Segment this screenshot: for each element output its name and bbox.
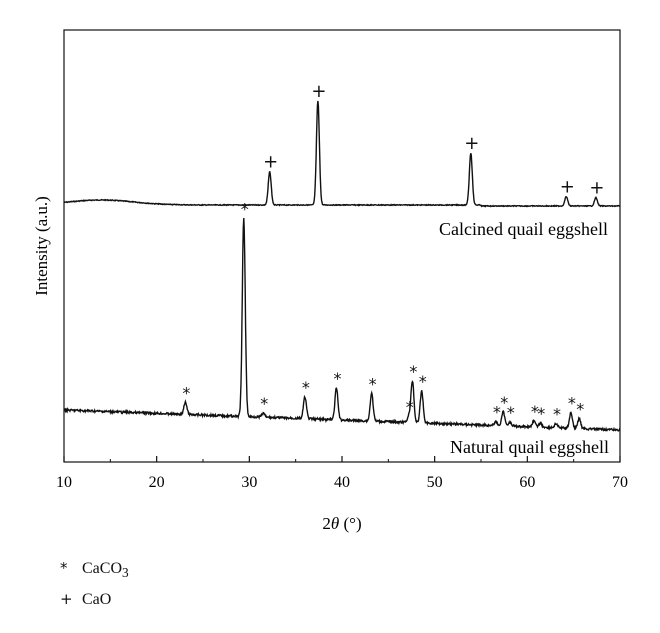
cao-peak-marker: + xyxy=(311,81,326,102)
caco3-peak-marker: * xyxy=(531,402,539,421)
caco3-peak-marker: * xyxy=(241,199,249,218)
series-label-calcined: Calcined quail eggshell xyxy=(439,219,608,239)
x-tick-label: 30 xyxy=(241,474,257,491)
caco3-peak-marker: * xyxy=(260,394,268,413)
caco3-peak-marker: * xyxy=(537,404,545,423)
legend-subscript-caco3: 3 xyxy=(122,565,129,581)
series-label-natural: Natural quail eggshell xyxy=(450,437,609,457)
caco3-peak-marker: * xyxy=(419,372,427,391)
x-tick-label: 70 xyxy=(612,474,628,491)
series-line-natural xyxy=(63,217,621,432)
plus-marker-icon: + xyxy=(60,590,73,609)
caco3-peak-marker: * xyxy=(500,393,508,412)
caco3-peak-marker: * xyxy=(333,369,341,388)
x-tick-label: 50 xyxy=(427,474,443,491)
caco3-peak-marker: * xyxy=(409,362,417,381)
caco3-peak-marker: * xyxy=(568,393,576,412)
series-line-calcined xyxy=(64,100,621,208)
x-tick-label: 40 xyxy=(334,474,350,491)
legend-label-cao: CaO xyxy=(82,591,112,609)
caco3-peak-marker: * xyxy=(182,383,190,402)
plot-frame xyxy=(63,29,621,463)
cao-peak-marker: + xyxy=(560,177,575,198)
asterisk-marker-icon: * xyxy=(60,559,68,577)
caco3-peak-marker: * xyxy=(493,403,501,422)
x-tick-label: 10 xyxy=(56,474,72,491)
x-tick-label: 20 xyxy=(149,474,165,491)
caco3-peak-marker: * xyxy=(507,403,515,422)
legend: * CaCO3 + CaO xyxy=(60,555,129,613)
caco3-peak-marker: * xyxy=(302,378,310,397)
legend-label-caco3: CaCO xyxy=(82,560,122,577)
caco3-peak-marker: * xyxy=(406,397,414,416)
cao-peak-marker: + xyxy=(464,133,479,154)
x-axis-label: 2θ (°) xyxy=(322,514,361,533)
legend-item-caco3: * CaCO3 xyxy=(60,555,129,586)
caco3-peak-marker: * xyxy=(369,374,377,393)
y-axis-label: Intensity (a.u.) xyxy=(32,196,51,296)
caco3-peak-marker: * xyxy=(576,400,584,419)
caco3-peak-marker: * xyxy=(553,405,561,424)
x-axis-ticks: 10 20 30 40 50 60 70 xyxy=(56,456,628,491)
x-tick-label: 60 xyxy=(519,474,535,491)
legend-item-cao: + CaO xyxy=(60,586,129,613)
cao-peak-marker: + xyxy=(263,152,278,173)
cao-peak-marker: + xyxy=(589,178,604,199)
peak-markers: ++++ +**** * ******* ** ** * xyxy=(182,81,604,424)
